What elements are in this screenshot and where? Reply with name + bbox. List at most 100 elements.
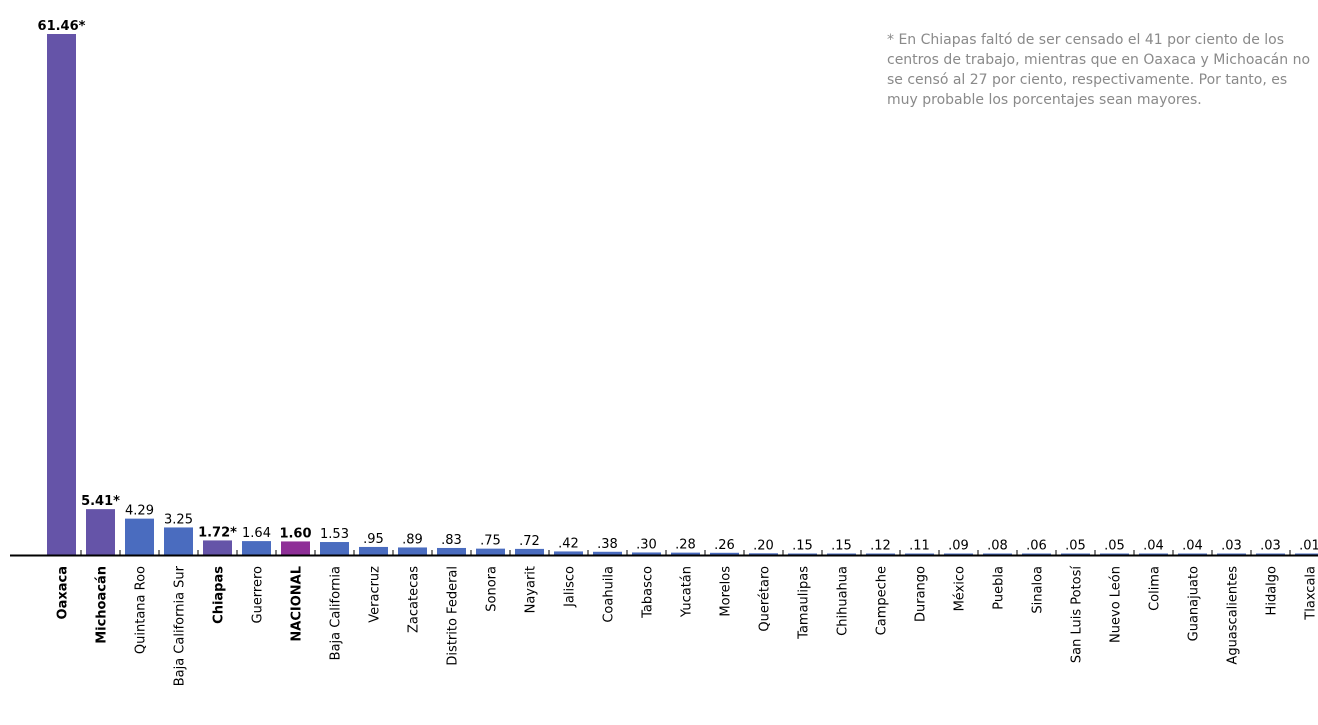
- category-label: Guerrero: [251, 566, 266, 624]
- category-label: Tamaulipas: [797, 566, 812, 640]
- bar-22: [905, 553, 934, 555]
- bar-13: [554, 551, 583, 555]
- category-label: Tabasco: [641, 566, 656, 619]
- bar-14: [593, 551, 622, 555]
- category-label: Campeche: [875, 566, 890, 635]
- value-label: .30: [636, 537, 657, 552]
- value-label: .75: [480, 534, 501, 549]
- bar-24: [983, 553, 1012, 555]
- value-label: 1.72*: [198, 525, 237, 540]
- category-label: Durango: [914, 566, 929, 622]
- category-label: Querétaro: [758, 566, 773, 632]
- category-label: Puebla: [992, 566, 1007, 610]
- bar-16: [671, 552, 700, 555]
- bar-20: [827, 553, 856, 555]
- value-label: .05: [1104, 539, 1125, 554]
- bar-31: [1256, 553, 1285, 555]
- bar-19: [788, 553, 817, 555]
- category-label: Sonora: [485, 566, 500, 612]
- bar-10: [437, 547, 466, 555]
- bar-26: [1061, 553, 1090, 555]
- value-label: .01: [1299, 539, 1318, 554]
- category-label: México: [953, 566, 968, 611]
- bar-8: [359, 546, 388, 555]
- bar-25: [1022, 553, 1051, 555]
- value-label: .95: [363, 532, 384, 547]
- category-label: Hidalgo: [1265, 566, 1280, 615]
- bar-27: [1100, 553, 1129, 555]
- value-label: .06: [1026, 539, 1047, 554]
- value-label: 1.60: [279, 526, 311, 541]
- bar-5: [242, 541, 271, 555]
- value-label: 1.64: [242, 526, 271, 541]
- bar-21: [866, 553, 895, 555]
- value-label: 5.41*: [81, 494, 120, 509]
- bar-11: [476, 548, 505, 555]
- category-label: Guanajuato: [1187, 566, 1202, 641]
- category-label: Aguascalientes: [1226, 566, 1241, 665]
- value-label: .08: [987, 539, 1008, 554]
- value-label: .15: [792, 539, 813, 554]
- bar-3: [164, 527, 193, 555]
- category-label: Distrito Federal: [446, 566, 461, 666]
- bar-9: [398, 547, 427, 555]
- value-label: .15: [831, 539, 852, 554]
- value-label: .03: [1260, 539, 1281, 554]
- bar-29: [1178, 553, 1207, 555]
- category-label: Colima: [1148, 566, 1163, 611]
- category-label: Morelos: [719, 566, 734, 617]
- category-label: San Luis Potosí: [1070, 566, 1085, 664]
- category-label: Chihuahua: [836, 566, 851, 636]
- bar-30: [1217, 553, 1246, 555]
- bar-4: [203, 540, 232, 555]
- category-label: Michoacán: [95, 566, 110, 644]
- bar-15: [632, 552, 661, 555]
- value-label: .20: [753, 538, 774, 553]
- category-label: Veracruz: [368, 566, 383, 623]
- value-label: .89: [402, 532, 423, 547]
- bar-6: [281, 541, 310, 555]
- bar-7: [320, 542, 349, 555]
- value-label: .03: [1221, 539, 1242, 554]
- category-label: Jalisco: [563, 566, 578, 608]
- value-label: .05: [1065, 539, 1086, 554]
- value-label: .04: [1182, 539, 1203, 554]
- category-label: Quintana Roo: [134, 566, 149, 654]
- bar-28: [1139, 553, 1168, 555]
- value-label: 61.46*: [38, 19, 86, 34]
- bar-0: [47, 34, 76, 555]
- footnote: * En Chiapas faltó de ser censado el 41 …: [887, 32, 1311, 108]
- category-label: Baja California Sur: [173, 565, 188, 686]
- value-label: 3.25: [164, 512, 193, 527]
- category-label: Zacatecas: [407, 566, 422, 633]
- bar-1: [86, 509, 115, 555]
- value-label: .12: [870, 539, 891, 554]
- category-label: Yucatán: [680, 566, 695, 618]
- bar-32: [1295, 553, 1318, 555]
- bar-18: [749, 553, 778, 555]
- value-label: .09: [948, 539, 969, 554]
- value-label: .26: [714, 538, 735, 553]
- category-label: Tlaxcala: [1304, 566, 1318, 621]
- value-label: .28: [675, 538, 696, 553]
- bar-2: [125, 518, 154, 555]
- category-label: Chiapas: [212, 566, 227, 624]
- value-label: 1.53: [320, 527, 349, 542]
- bar-23: [944, 553, 973, 555]
- category-label: NACIONAL: [290, 566, 305, 642]
- value-label: 4.29: [125, 504, 154, 519]
- value-label: .83: [441, 533, 462, 548]
- value-label: .38: [597, 537, 618, 552]
- category-label: Nuevo León: [1109, 566, 1124, 643]
- category-label: Coahuila: [602, 566, 617, 623]
- value-label: .72: [519, 534, 540, 549]
- category-label: Nayarit: [524, 566, 539, 613]
- category-label: Baja California: [329, 566, 344, 660]
- value-label: .42: [558, 536, 579, 551]
- category-label: Sinaloa: [1031, 566, 1046, 614]
- bar-17: [710, 552, 739, 555]
- value-label: .11: [909, 539, 930, 554]
- category-label: Oaxaca: [56, 566, 71, 619]
